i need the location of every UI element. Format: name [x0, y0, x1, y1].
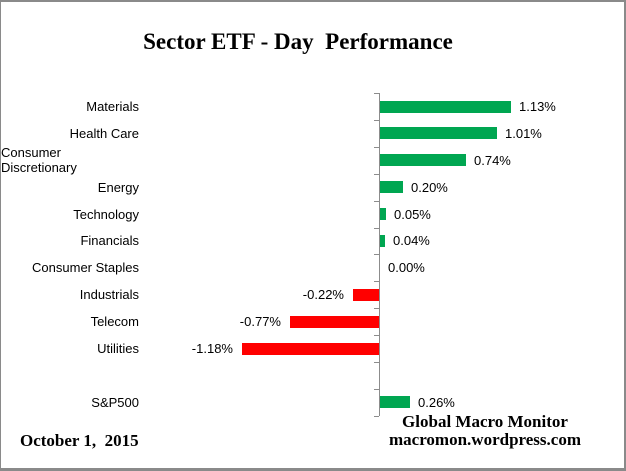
category-label-telecom: Telecom — [90, 314, 139, 330]
date-label: October 1, 2015 — [20, 431, 139, 450]
credit-line1: Global Macro Monitor — [402, 412, 568, 431]
value-label-health-care: 1.01% — [505, 125, 542, 141]
credit-line2: macromon.wordpress.com — [388, 429, 581, 449]
bar-consumer-discretionary — [380, 154, 466, 167]
value-label-industrials: -0.22% — [302, 287, 344, 303]
category-label-health-care: Health Care — [69, 125, 139, 141]
bar-industrials — [353, 288, 379, 301]
bar-utilities — [242, 342, 379, 355]
category-label-financials: Financials — [80, 233, 139, 249]
axis-tick — [374, 201, 379, 202]
axis-tick — [374, 335, 379, 336]
axis-tick — [374, 362, 379, 363]
category-label-energy: Energy — [97, 179, 139, 195]
bar-health-care — [380, 127, 497, 140]
value-label-energy: 0.20% — [411, 179, 448, 195]
value-label-financials: 0.04% — [393, 233, 430, 249]
value-label-telecom: -0.77% — [239, 314, 281, 330]
axis-tick — [374, 93, 379, 94]
chart-title: Sector ETF - Day Performance — [143, 29, 453, 54]
value-label-s-p500: 0.26% — [418, 394, 455, 410]
value-label-technology: 0.05% — [394, 206, 431, 222]
bar-technology — [380, 208, 386, 220]
bar-s-p500 — [380, 396, 410, 409]
axis-tick — [374, 389, 379, 390]
axis-tick — [374, 281, 379, 282]
category-label-industrials: Industrials — [79, 287, 139, 303]
category-label-technology: Technology — [73, 206, 139, 222]
value-label-consumer-discretionary: 0.74% — [474, 152, 511, 168]
axis-tick — [374, 416, 379, 417]
value-label-utilities: -1.18% — [191, 341, 233, 357]
credit-block: Global Macro Monitor macromon.wordpress.… — [373, 413, 597, 448]
axis-tick — [374, 174, 379, 175]
value-label-consumer-staples: 0.00% — [388, 260, 425, 276]
bar-materials — [380, 100, 511, 113]
bar-telecom — [290, 315, 379, 328]
axis-tick — [374, 120, 379, 121]
category-label-materials: Materials — [86, 98, 139, 114]
axis-tick — [374, 147, 379, 148]
bar-energy — [380, 181, 403, 194]
category-label-consumer-staples: Consumer Staples — [32, 260, 139, 276]
category-label-s-p500: S&P500 — [91, 394, 139, 410]
axis-tick — [374, 228, 379, 229]
category-label-consumer-discretionary: Consumer Discretionary — [1, 145, 77, 176]
bar-financials — [380, 234, 385, 247]
category-axis — [379, 93, 380, 416]
category-label-utilities: Utilities — [97, 341, 139, 357]
value-label-materials: 1.13% — [519, 98, 556, 114]
axis-tick — [374, 308, 379, 309]
axis-tick — [374, 254, 379, 255]
